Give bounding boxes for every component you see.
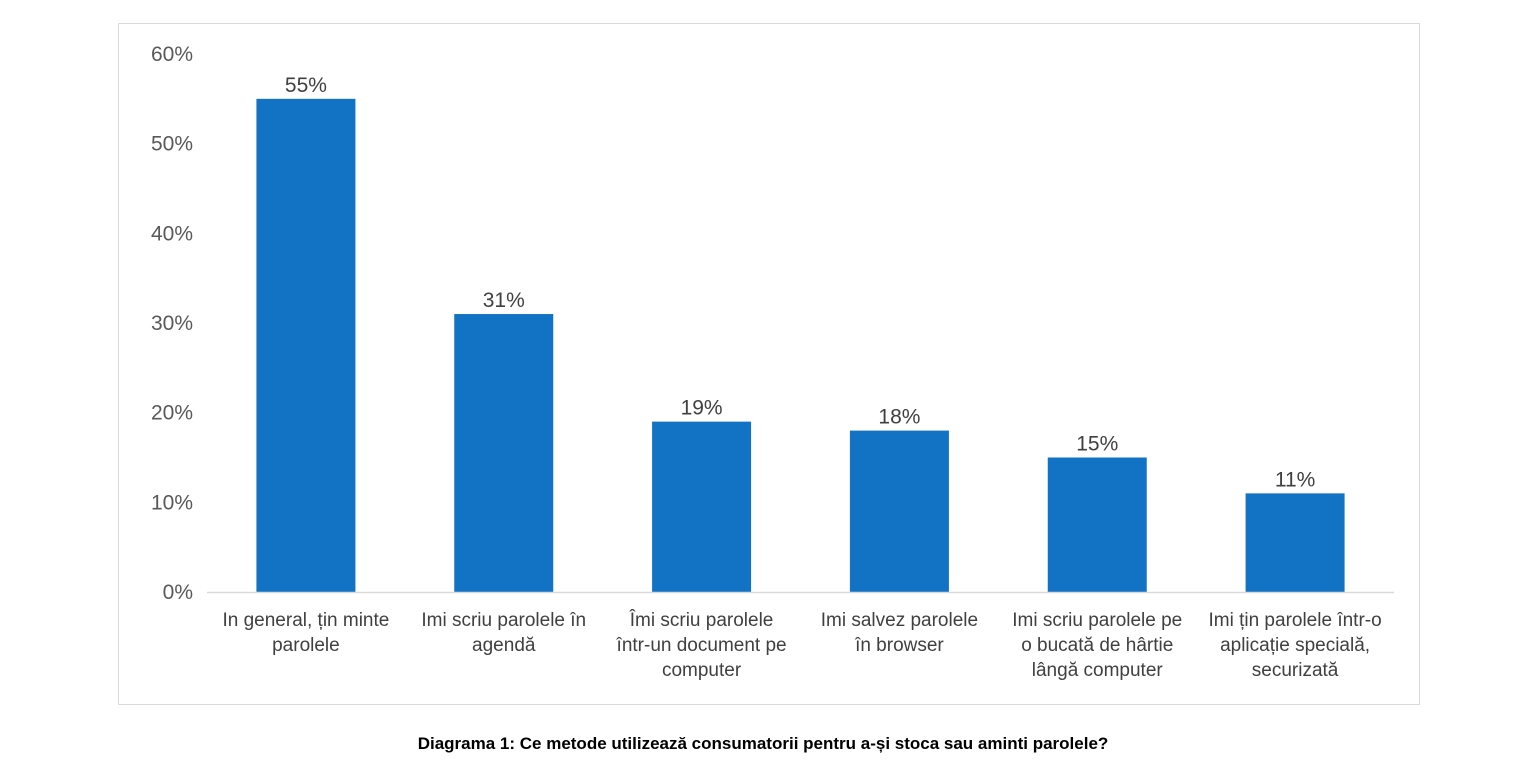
y-tick-label: 60% xyxy=(151,43,193,66)
bar-value-label: 11% xyxy=(1275,468,1315,491)
category-label-line: Îmi scriu parolele xyxy=(629,609,774,631)
category-label-line: agendă xyxy=(472,635,536,656)
category-label: Imi salvez parolele în browser xyxy=(821,610,978,656)
category-label-line: lângă computer xyxy=(1032,660,1164,681)
category-label-line: într-un document pe xyxy=(616,635,787,656)
bar xyxy=(1245,493,1345,592)
bar-value-label: 31% xyxy=(483,289,525,312)
y-tick-label: 0% xyxy=(163,581,193,604)
category-label-line: computer xyxy=(662,660,742,681)
bar xyxy=(1047,457,1147,592)
bar xyxy=(256,98,356,592)
bar-value-label: 55% xyxy=(285,74,327,97)
bar-value-label: 15% xyxy=(1076,433,1118,456)
category-label-line: Imi scriu parolele pe xyxy=(1012,610,1182,631)
category-label-line: Imi țin parolele într-o xyxy=(1208,610,1381,631)
bars xyxy=(256,98,1345,592)
y-tick-label: 20% xyxy=(151,402,193,425)
data-labels: 55% 31% 19% 18% 15% 11% xyxy=(285,74,1315,492)
bar-value-label: 19% xyxy=(681,397,723,420)
y-tick-label: 40% xyxy=(151,222,193,245)
bar-value-label: 18% xyxy=(878,406,920,429)
bar xyxy=(454,314,554,592)
category-label-line: Imi salvez parolele xyxy=(821,610,978,631)
category-label: Imi scriu parolele pe o bucată de hârtie l… xyxy=(1012,610,1182,681)
category-labels: In general, țin minte parolele Imi scriu p… xyxy=(222,609,1381,681)
y-tick-label: 30% xyxy=(151,312,193,335)
y-axis: 0% 10% 20% 30% 40% 50% 60% xyxy=(151,43,193,604)
y-tick-label: 10% xyxy=(151,491,193,514)
category-label-line: In general, țin minte xyxy=(222,610,389,631)
category-label: Imi țin parolele într-o aplicație special… xyxy=(1208,610,1381,681)
category-label-line: securizată xyxy=(1252,660,1339,681)
chart-frame: 0% 10% 20% 30% 40% 50% 60% 55% 31% 19% 18% 15% 11% … xyxy=(118,23,1420,705)
category-label-line: parolele xyxy=(272,635,340,656)
bar-chart: 0%10%20%30%40%50%60% 55%31%19% 18%15%11% … xyxy=(151,43,1394,681)
category-label: Îmi scriu parolele într-un document pe com… xyxy=(616,609,787,681)
category-label: In general, țin minte parolele xyxy=(222,610,389,656)
category-label-line: în browser xyxy=(854,635,944,656)
category-label-line: Imi scriu parolele în xyxy=(421,610,586,631)
bar xyxy=(849,430,949,592)
bar xyxy=(652,421,752,592)
y-tick-label: 50% xyxy=(151,133,193,156)
figure-caption: Diagrama 1: Ce metode utilizează consuma… xyxy=(417,734,1109,753)
category-label-line: aplicație specială, xyxy=(1220,635,1370,656)
category-label: Imi scriu parolele în agendă xyxy=(421,610,586,656)
category-label-line: o bucată de hârtie xyxy=(1021,635,1173,656)
